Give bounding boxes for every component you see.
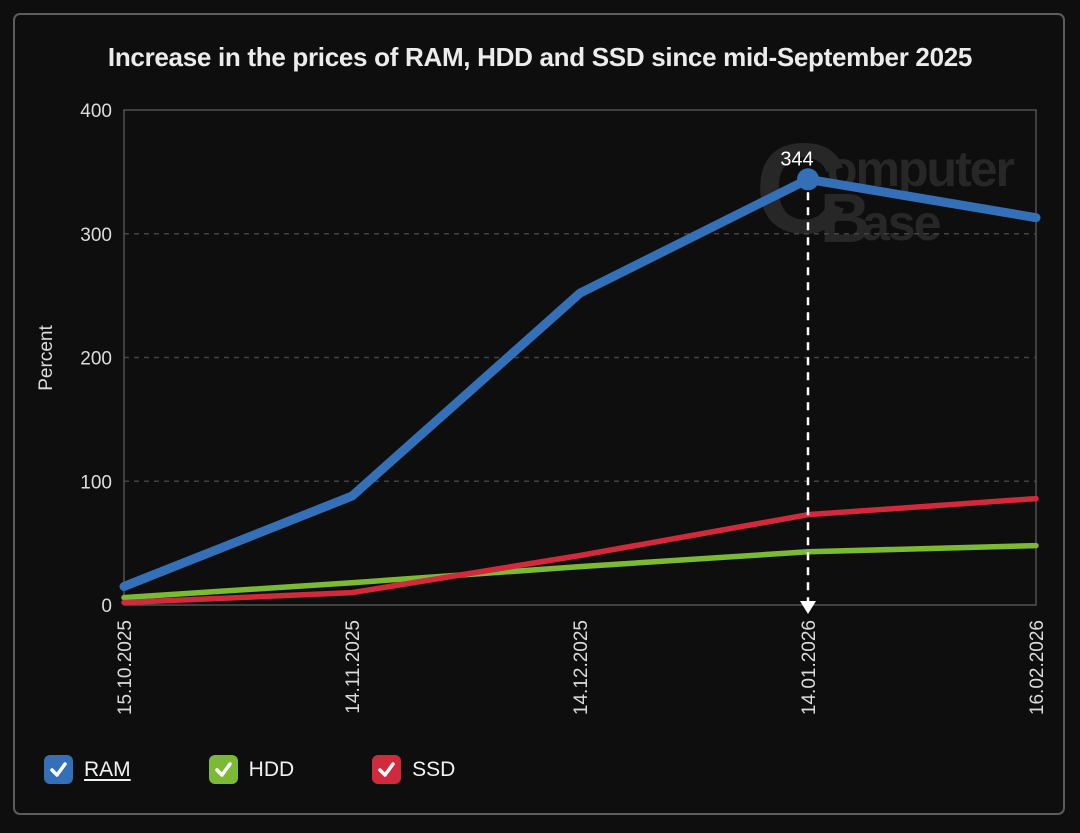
checkmark-icon <box>50 762 67 777</box>
series-line-ssd <box>121 495 1039 606</box>
series-line-hdd <box>121 542 1039 601</box>
computerbase-watermark: C omputer B ase <box>753 126 1033 257</box>
series-line-ram <box>119 174 1041 591</box>
legend-label-hdd[interactable]: HDD <box>248 757 295 781</box>
legend-checkbox-ram[interactable] <box>44 755 73 784</box>
legend-label-ram[interactable]: RAM <box>84 757 131 781</box>
chart-title: Increase in the prices of RAM, HDD and S… <box>107 42 973 72</box>
legend-checkbox-ssd[interactable] <box>372 755 402 784</box>
y-tick-400: 400 <box>80 101 112 122</box>
legend-checkbox-hdd[interactable] <box>208 755 238 784</box>
peak-marker <box>797 168 819 191</box>
checkmark-icon <box>214 762 232 777</box>
plot-border <box>123 109 1037 606</box>
legend-label-ssd[interactable]: SSD <box>412 757 456 781</box>
watermark-letter-c: C <box>755 118 847 261</box>
x-tick-14.12.2025: 14.12.2025 <box>571 620 592 715</box>
legend-item-ssd[interactable]: SSD <box>372 755 455 784</box>
watermark-text-ase: ase <box>862 195 941 251</box>
x-tick-14.11.2025: 14.11.2025 <box>343 620 364 714</box>
x-tick-14.01.2026: 14.01.2026 <box>799 620 820 715</box>
y-tick-100: 100 <box>80 472 112 493</box>
legend-item-hdd[interactable]: HDD <box>208 755 295 784</box>
chart-legend: RAM HDD SSD <box>44 755 455 784</box>
x-tick-15.10.2025: 15.10.2025 <box>115 620 136 715</box>
watermark-letter-b: B <box>820 179 871 257</box>
x-tick-16.02.2026: 16.02.2026 <box>1027 620 1048 715</box>
legend-item-ram[interactable]: RAM <box>44 755 131 784</box>
y-tick-200: 200 <box>80 349 112 370</box>
peak-value-label: 344 <box>780 148 813 170</box>
y-tick-300: 300 <box>80 225 112 246</box>
annotation-arrow <box>800 601 816 614</box>
y-axis-label: Percent <box>36 325 57 391</box>
y-tick-0: 0 <box>101 596 112 617</box>
checkmark-icon <box>378 762 395 777</box>
